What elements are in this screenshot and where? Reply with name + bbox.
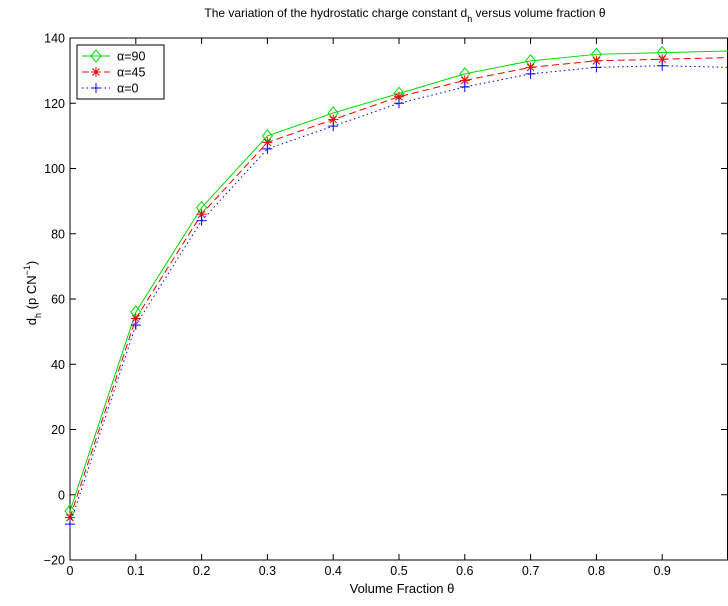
legend-marker <box>91 67 101 77</box>
asterisk-stroke <box>66 513 74 522</box>
legend-entry: α=45 <box>82 66 145 80</box>
y-tick-label: 80 <box>51 227 65 241</box>
asterisk-stroke <box>460 76 469 85</box>
x-tick-label: 0.5 <box>390 564 407 578</box>
y-tick-label: 120 <box>44 97 65 111</box>
chart-title-main: The variation of the hydrostatic charge … <box>204 6 467 20</box>
series-line <box>69 57 728 518</box>
x-tick-label: 0.3 <box>259 564 276 578</box>
y-tick-label: 20 <box>51 423 65 437</box>
legend-label: α=0 <box>117 82 139 96</box>
data-point-marker <box>459 81 470 92</box>
x-tick-label: 0.6 <box>456 564 473 578</box>
asterisk-stroke <box>92 68 100 76</box>
series-1 <box>65 54 728 523</box>
y-tick-label: 100 <box>44 162 65 176</box>
series-line <box>69 50 728 512</box>
legend-label: α=45 <box>117 66 145 80</box>
x-tick-label: 0 <box>67 564 74 578</box>
data-point-marker <box>525 68 536 79</box>
data-point-marker <box>262 143 273 154</box>
x-tick-label: 0.9 <box>654 564 671 578</box>
asterisk-stroke <box>263 138 272 147</box>
x-tick-label: 0.7 <box>522 564 539 578</box>
asterisk-stroke <box>658 55 667 64</box>
y-tick-label: 40 <box>51 358 65 372</box>
y-tick-label: 140 <box>44 32 65 46</box>
chart-title-subscript: h <box>467 14 472 24</box>
data-point-marker <box>394 98 404 109</box>
y-tick-label: 60 <box>51 293 65 307</box>
axes: 0 0.1 0.2 0.3 0.4 0.5 0.6 0.7 0.8 0.9−20020406080… <box>44 32 728 578</box>
y-axis-label-main: d <box>24 318 39 325</box>
x-tick-label: 0.8 <box>588 564 605 578</box>
legend: α=90 α=45 α=0 <box>76 44 165 100</box>
legend-label: α=90 <box>117 50 145 64</box>
y-tick-label: −20 <box>44 554 65 568</box>
asterisk-stroke <box>329 115 338 124</box>
y-axis-label: dh (p CN−1) <box>22 261 43 325</box>
data-point-marker <box>459 75 470 86</box>
y-axis-label-close: ) <box>24 261 39 265</box>
y-axis-label-superscript: −1 <box>22 265 32 275</box>
asterisk-stroke <box>197 210 206 219</box>
chart-title: The variation of the hydrostatic charge … <box>204 6 606 24</box>
data-point-marker <box>591 62 602 73</box>
y-tick-label: 0 <box>58 488 65 502</box>
data-point-marker <box>591 55 602 66</box>
data-point-marker <box>130 320 141 331</box>
legend-entry: α=0 <box>82 82 139 96</box>
data-point-marker <box>525 62 536 73</box>
x-tick-label: 0.2 <box>193 564 210 578</box>
data-point-marker <box>328 121 339 132</box>
legend-marker <box>91 83 101 93</box>
asterisk-stroke <box>395 92 403 101</box>
legend-entry: α=90 <box>82 49 145 64</box>
series-layer <box>64 45 728 530</box>
series-0 <box>64 45 728 518</box>
y-axis-label-unit: (p CN <box>24 275 39 313</box>
series-2 <box>65 60 728 530</box>
data-point-marker <box>262 137 273 148</box>
asterisk-stroke <box>526 63 535 72</box>
x-tick-label: 0.1 <box>127 564 144 578</box>
x-axis-label: Volume Fraction θ <box>350 581 455 596</box>
data-point-marker <box>657 54 668 65</box>
x-tick-label: 0.4 <box>325 564 342 578</box>
plot-frame <box>69 37 728 561</box>
asterisk-stroke <box>131 314 140 323</box>
chart-title-tail: versus volume fraction θ <box>472 6 606 20</box>
data-point-marker <box>65 519 75 530</box>
legend-marker <box>90 49 102 63</box>
data-point-marker <box>196 215 207 226</box>
y-axis-label-subscript: h <box>33 313 43 318</box>
asterisk-stroke <box>592 56 601 65</box>
data-point-marker <box>394 91 404 102</box>
series-line <box>69 65 728 525</box>
data-point-marker <box>657 60 668 71</box>
